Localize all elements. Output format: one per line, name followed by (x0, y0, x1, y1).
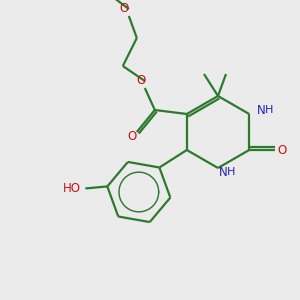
Text: N: N (257, 103, 266, 116)
Text: O: O (127, 130, 136, 143)
Text: HO: HO (63, 182, 81, 195)
Text: H: H (265, 105, 273, 115)
Text: H: H (227, 167, 235, 177)
Text: O: O (119, 2, 128, 16)
Text: N: N (219, 166, 227, 178)
Text: O: O (278, 143, 287, 157)
Text: O: O (136, 74, 146, 88)
